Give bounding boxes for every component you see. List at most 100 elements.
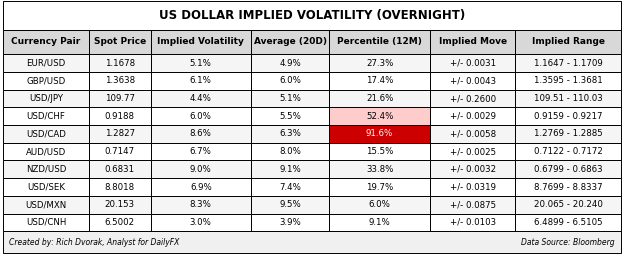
Text: 5.1%: 5.1%	[280, 94, 301, 103]
Bar	[430, 107, 515, 125]
Text: GBP/USD: GBP/USD	[26, 76, 66, 85]
Bar	[430, 196, 515, 214]
Bar	[251, 214, 329, 231]
Bar	[430, 125, 515, 143]
Bar	[251, 107, 329, 125]
Text: 5.1%: 5.1%	[190, 59, 212, 68]
Text: 8.8018: 8.8018	[105, 183, 135, 192]
Bar	[329, 30, 430, 54]
Bar	[430, 30, 515, 54]
Bar	[89, 90, 150, 107]
Bar	[150, 161, 251, 178]
Bar	[89, 30, 150, 54]
Bar	[3, 214, 89, 231]
Bar	[329, 90, 430, 107]
Text: 20.065 - 20.240: 20.065 - 20.240	[534, 200, 603, 209]
Text: 8.7699 - 8.8337: 8.7699 - 8.8337	[534, 183, 603, 192]
Bar	[329, 214, 430, 231]
Text: 4.9%: 4.9%	[280, 59, 301, 68]
Bar	[515, 178, 621, 196]
Text: 6.0%: 6.0%	[280, 76, 301, 85]
Text: 27.3%: 27.3%	[366, 59, 393, 68]
Bar	[3, 54, 89, 72]
Text: Data Source: Bloomberg: Data Source: Bloomberg	[521, 238, 615, 247]
Bar	[515, 196, 621, 214]
Text: USD/SEK: USD/SEK	[27, 183, 65, 192]
Bar	[251, 72, 329, 90]
Text: Average (20D): Average (20D)	[254, 38, 327, 46]
Text: Implied Move: Implied Move	[439, 38, 507, 46]
Bar	[150, 196, 251, 214]
Text: 0.7147: 0.7147	[105, 147, 135, 156]
Text: 6.9%: 6.9%	[190, 183, 212, 192]
Bar	[89, 54, 150, 72]
Bar	[329, 161, 430, 178]
Text: Implied Volatility: Implied Volatility	[157, 38, 244, 46]
Text: +/- 0.0029: +/- 0.0029	[450, 112, 495, 121]
Bar	[3, 125, 89, 143]
Text: EUR/USD: EUR/USD	[26, 59, 66, 68]
Text: Created by: Rich Dvorak, Analyst for DailyFX: Created by: Rich Dvorak, Analyst for Dai…	[9, 238, 180, 247]
Text: +/- 0.0031: +/- 0.0031	[449, 59, 495, 68]
Text: 0.6831: 0.6831	[105, 165, 135, 174]
Bar	[515, 90, 621, 107]
Text: 9.1%: 9.1%	[369, 218, 391, 227]
Bar	[515, 125, 621, 143]
Bar	[329, 125, 430, 143]
Text: AUD/USD: AUD/USD	[26, 147, 66, 156]
Bar	[329, 107, 430, 125]
Text: 0.7122 - 0.7172: 0.7122 - 0.7172	[534, 147, 603, 156]
Bar	[515, 54, 621, 72]
Text: 6.0%: 6.0%	[369, 200, 391, 209]
Bar	[3, 178, 89, 196]
Text: 0.9188: 0.9188	[105, 112, 135, 121]
Bar	[515, 143, 621, 161]
Text: 6.0%: 6.0%	[190, 112, 212, 121]
Text: 6.3%: 6.3%	[280, 130, 301, 138]
Text: 3.0%: 3.0%	[190, 218, 212, 227]
Bar	[3, 1, 621, 30]
Bar	[430, 143, 515, 161]
Bar	[515, 107, 621, 125]
Bar	[329, 178, 430, 196]
Bar	[251, 178, 329, 196]
Bar	[251, 143, 329, 161]
Text: +/- 0.0058: +/- 0.0058	[449, 130, 495, 138]
Bar	[515, 161, 621, 178]
Text: 6.7%: 6.7%	[190, 147, 212, 156]
Text: 19.7%: 19.7%	[366, 183, 393, 192]
Bar	[3, 107, 89, 125]
Bar	[3, 161, 89, 178]
Bar	[329, 54, 430, 72]
Text: 9.0%: 9.0%	[190, 165, 212, 174]
Bar	[329, 196, 430, 214]
Text: +/- 0.0032: +/- 0.0032	[449, 165, 495, 174]
Text: 20.153: 20.153	[105, 200, 135, 209]
Text: 21.6%: 21.6%	[366, 94, 393, 103]
Bar	[89, 125, 150, 143]
Bar	[89, 107, 150, 125]
Text: NZD/USD: NZD/USD	[26, 165, 66, 174]
Bar	[329, 72, 430, 90]
Bar	[89, 178, 150, 196]
Bar	[150, 54, 251, 72]
Bar	[430, 54, 515, 72]
Text: Implied Range: Implied Range	[532, 38, 605, 46]
Bar	[430, 90, 515, 107]
Text: 6.1%: 6.1%	[190, 76, 212, 85]
Text: USD/MXN: USD/MXN	[26, 200, 67, 209]
Bar	[150, 90, 251, 107]
Bar	[3, 231, 621, 253]
Text: 1.2827: 1.2827	[105, 130, 135, 138]
Text: 1.3595 - 1.3681: 1.3595 - 1.3681	[534, 76, 603, 85]
Text: Spot Price: Spot Price	[94, 38, 146, 46]
Text: US DOLLAR IMPLIED VOLATILITY (OVERNIGHT): US DOLLAR IMPLIED VOLATILITY (OVERNIGHT)	[159, 9, 465, 22]
Text: +/- 0.0103: +/- 0.0103	[449, 218, 495, 227]
Text: 1.1678: 1.1678	[105, 59, 135, 68]
Bar	[430, 214, 515, 231]
Bar	[251, 90, 329, 107]
Bar	[251, 30, 329, 54]
Text: +/- 0.0875: +/- 0.0875	[449, 200, 495, 209]
Bar	[251, 125, 329, 143]
Text: USD/JPY: USD/JPY	[29, 94, 63, 103]
